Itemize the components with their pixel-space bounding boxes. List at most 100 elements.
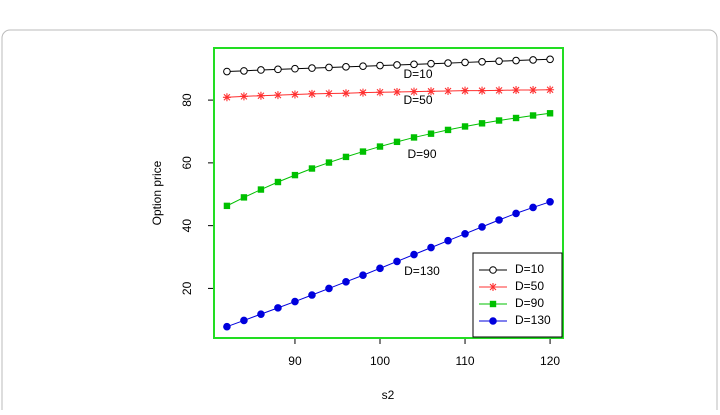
point xyxy=(461,123,469,130)
legend-marker xyxy=(489,317,497,325)
point xyxy=(359,148,367,155)
point xyxy=(427,130,435,137)
point xyxy=(529,203,537,212)
point xyxy=(546,197,554,206)
point xyxy=(273,91,282,100)
point xyxy=(324,89,333,98)
point xyxy=(308,165,316,172)
point xyxy=(223,322,231,331)
point xyxy=(342,278,350,286)
annotation: D=10 xyxy=(403,67,432,81)
y-tick-label: 60 xyxy=(180,156,194,170)
point xyxy=(325,63,333,72)
point xyxy=(393,87,402,96)
x-tick-label: 90 xyxy=(288,354,302,368)
point xyxy=(274,304,282,312)
point xyxy=(308,64,316,72)
point xyxy=(290,90,299,99)
legend-box xyxy=(472,252,563,338)
annotation: D=50 xyxy=(403,93,432,107)
point xyxy=(358,88,367,97)
point xyxy=(257,310,265,318)
legend-marker xyxy=(489,300,497,308)
point xyxy=(546,85,555,94)
point xyxy=(376,264,384,273)
point xyxy=(325,159,333,166)
point xyxy=(461,58,469,67)
point xyxy=(393,138,401,146)
point xyxy=(529,56,537,64)
point xyxy=(342,153,350,161)
x-tick-label: 100 xyxy=(370,354,390,368)
y-tick-label: 20 xyxy=(180,281,194,295)
point xyxy=(495,57,503,65)
point xyxy=(223,202,231,210)
point xyxy=(307,89,316,98)
point xyxy=(274,65,282,74)
point xyxy=(478,86,487,95)
x-tick-label: 110 xyxy=(455,354,474,368)
point xyxy=(410,134,418,141)
legend: D=10 D=50 D=90 D=130 xyxy=(472,252,563,338)
legend-label: D=90 xyxy=(515,296,544,310)
point xyxy=(495,216,503,224)
y-tick-label: 40 xyxy=(180,219,194,233)
point xyxy=(376,143,384,150)
point xyxy=(495,117,503,124)
point xyxy=(410,60,418,69)
point xyxy=(410,87,419,96)
point xyxy=(478,120,486,127)
point xyxy=(222,93,231,102)
legend-label: D=50 xyxy=(515,279,544,293)
point xyxy=(444,126,452,134)
point xyxy=(461,86,470,95)
annotation: D=90 xyxy=(407,147,436,161)
point xyxy=(512,56,520,65)
point xyxy=(427,243,435,252)
point xyxy=(274,178,282,186)
point xyxy=(256,91,265,100)
y-axis-label: Option price xyxy=(150,160,164,225)
point xyxy=(393,257,401,266)
point xyxy=(444,59,452,67)
point xyxy=(257,186,265,193)
point xyxy=(376,61,384,70)
point xyxy=(444,236,452,245)
point xyxy=(512,114,520,122)
point xyxy=(444,86,453,95)
plot-frame xyxy=(213,47,564,339)
point xyxy=(427,87,436,96)
point xyxy=(375,88,384,97)
point xyxy=(529,112,537,119)
point xyxy=(291,297,299,306)
point xyxy=(223,67,231,76)
point xyxy=(410,250,418,259)
point xyxy=(512,86,521,95)
legend-label: D=10 xyxy=(515,262,544,276)
panel-frame xyxy=(1,29,718,415)
point xyxy=(478,58,486,66)
point xyxy=(359,271,367,280)
point xyxy=(239,92,248,101)
point xyxy=(495,86,504,95)
point xyxy=(257,66,265,74)
legend-marker xyxy=(489,266,497,274)
point xyxy=(427,59,435,68)
point xyxy=(291,64,299,73)
legend-marker xyxy=(489,283,497,291)
point xyxy=(478,223,486,231)
legend-label: D=130 xyxy=(515,313,551,327)
point xyxy=(546,110,554,117)
point xyxy=(342,63,350,71)
point xyxy=(529,86,538,95)
point xyxy=(341,89,350,98)
point xyxy=(359,62,367,71)
point xyxy=(546,55,554,64)
point xyxy=(240,316,248,325)
annotation: D=130 xyxy=(404,264,440,278)
point xyxy=(393,61,401,69)
x-axis-label: s2 xyxy=(382,388,395,402)
point xyxy=(461,230,469,238)
point xyxy=(240,194,248,201)
